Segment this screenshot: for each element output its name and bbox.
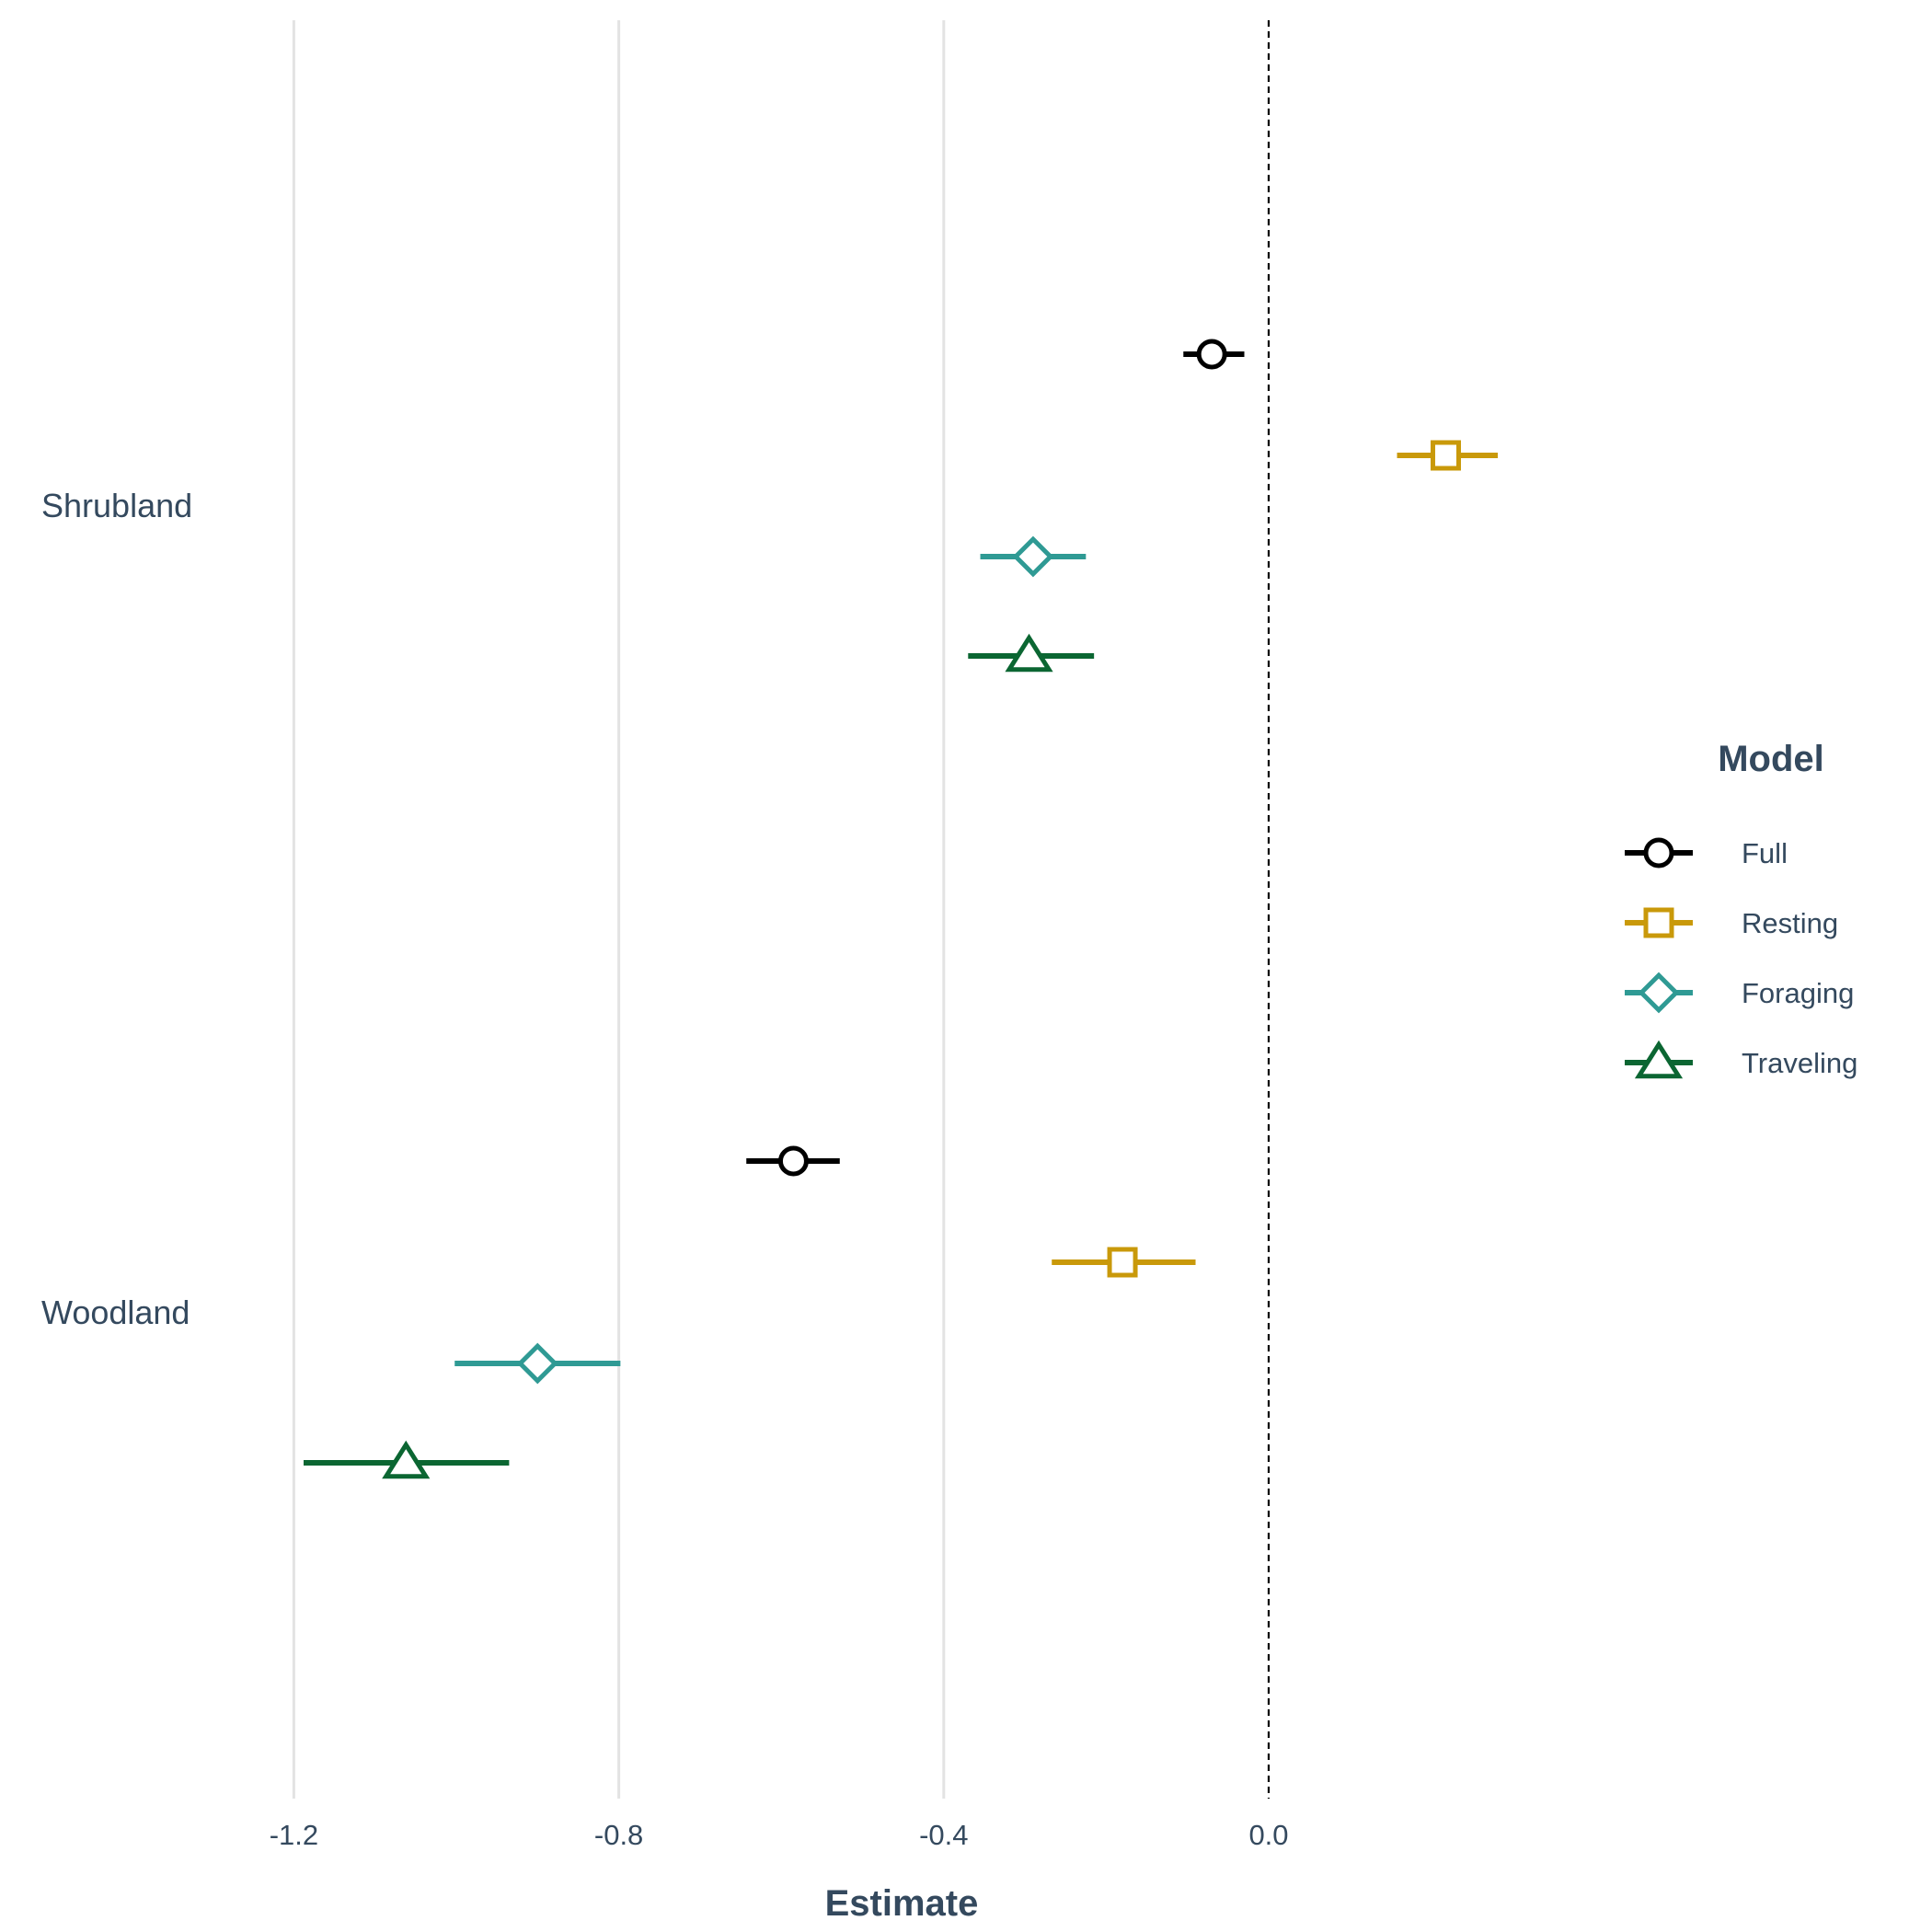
legend-label: Full [1742,837,1788,869]
legend-key-diamond-icon [1638,972,1680,1014]
point-estimate [516,1342,558,1385]
category-label-shrubland: Shrubland [41,487,192,524]
legend-key-square-icon [1643,907,1674,938]
legend[interactable]: Model Full Resting Foraging Traveling [1625,739,1857,1079]
legend-item-full[interactable]: Full [1625,837,1788,869]
x-tick-label: -0.8 [594,1819,643,1851]
legend-label: Resting [1742,907,1838,939]
series-full [746,339,1245,1177]
category-labels: Shrubland Woodland [41,487,192,1331]
legend-key-circle-icon [1643,837,1674,868]
series-marks [303,339,1499,1479]
point-estimate [1107,1247,1138,1278]
point-estimate [1196,339,1227,370]
point-estimate [382,1440,431,1479]
point-estimate [1005,633,1053,673]
legend-item-resting[interactable]: Resting [1625,907,1838,939]
x-tick-label: 0.0 [1248,1819,1288,1851]
legend-key-triangle-icon [1634,1040,1684,1079]
point-estimate [777,1145,809,1177]
x-tick-label: -1.2 [270,1819,318,1851]
series-resting [1052,440,1499,1278]
point-estimate [1012,535,1054,578]
legend-item-traveling[interactable]: Traveling [1625,1040,1857,1079]
category-label-woodland: Woodland [41,1294,190,1331]
x-tick-labels: -1.2 -0.8 -0.4 0.0 [270,1819,1289,1851]
legend-label: Foraging [1742,977,1854,1009]
x-axis-title: Estimate [825,1883,979,1924]
legend-title: Model [1718,739,1824,779]
gridlines [292,20,946,1799]
legend-item-foraging[interactable]: Foraging [1625,972,1854,1014]
x-tick-label: -0.4 [919,1819,968,1851]
series-foraging [454,535,1087,1385]
point-estimate [1430,440,1461,471]
legend-label: Traveling [1742,1047,1857,1079]
series-traveling [303,633,1095,1479]
